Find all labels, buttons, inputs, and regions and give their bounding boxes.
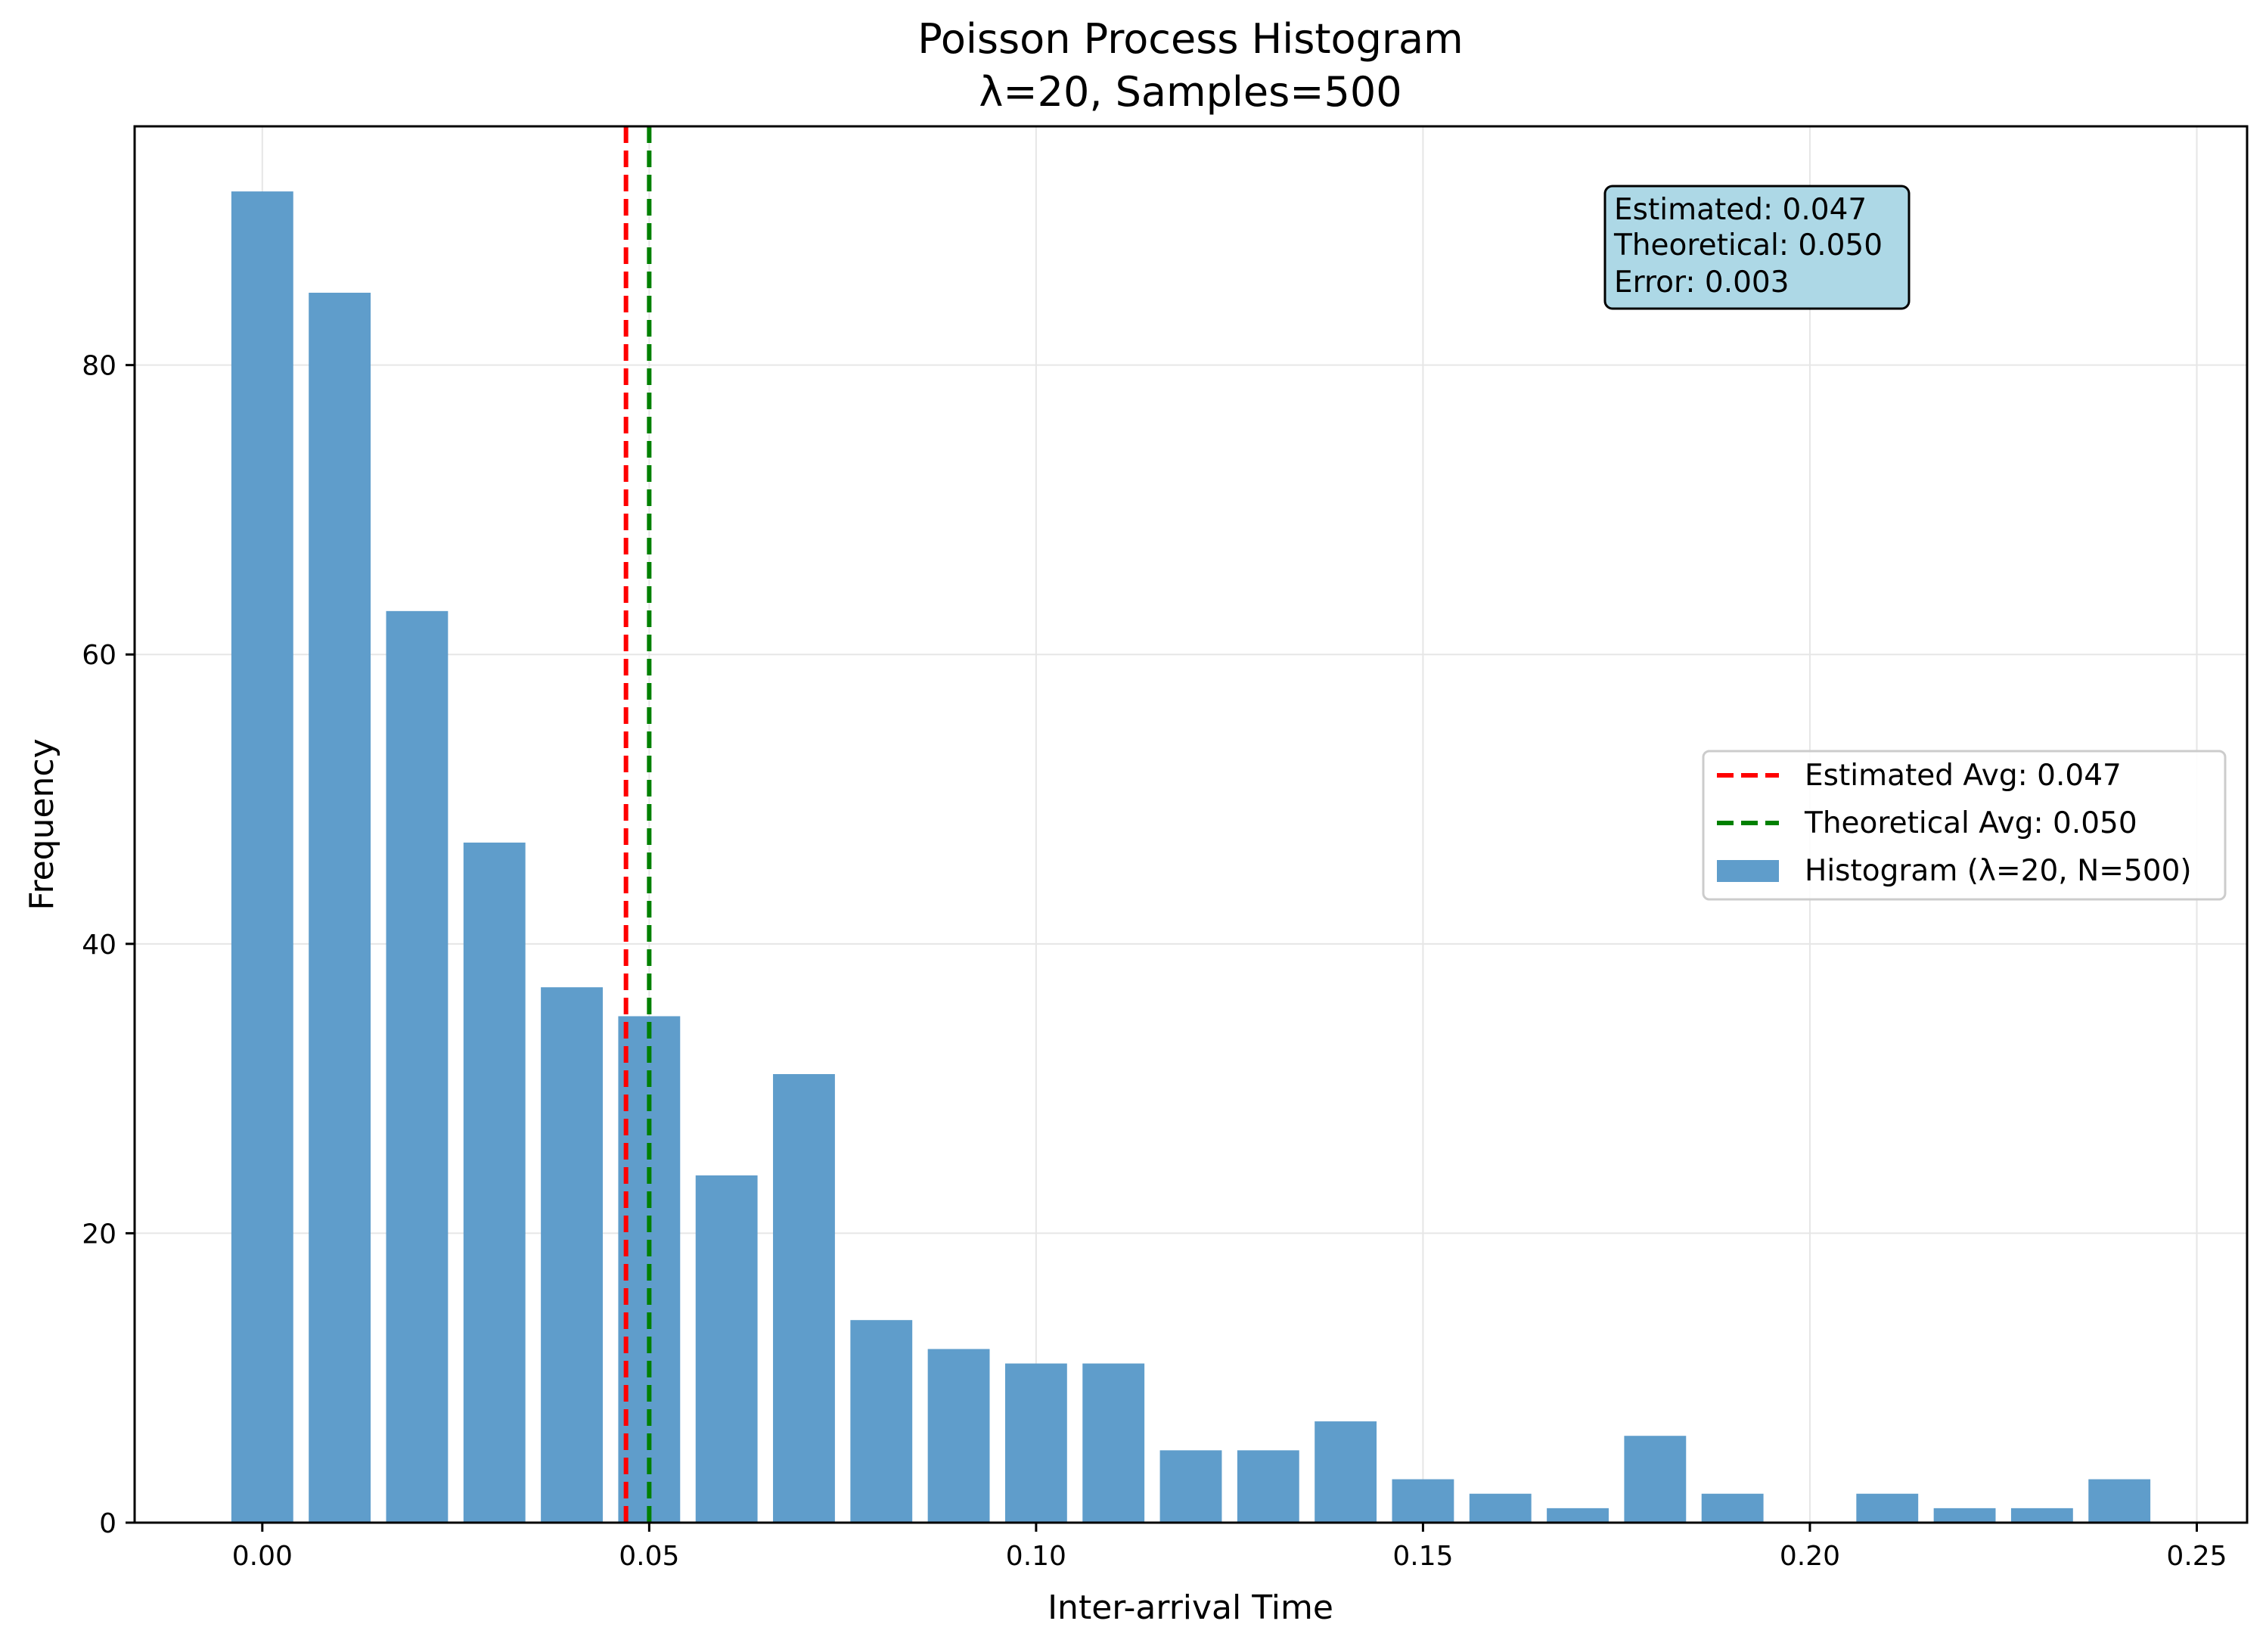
histogram-bar bbox=[773, 1073, 835, 1523]
annotation-box: Estimated: 0.047 Theoretical: 0.050 Erro… bbox=[1603, 185, 1911, 310]
histogram-bar bbox=[1469, 1493, 1532, 1523]
annotation-line-error: Error: 0.003 bbox=[1614, 266, 1790, 300]
legend-swatch-histogram bbox=[1717, 860, 1779, 882]
y-axis-label: Frequency bbox=[23, 738, 61, 910]
y-tick-label: 40 bbox=[82, 930, 116, 961]
histogram-bar bbox=[927, 1349, 990, 1523]
annotation-line-theoretical: Theoretical: 0.050 bbox=[1613, 228, 1883, 262]
histogram-bar bbox=[231, 191, 293, 1523]
legend-label-estimated: Estimated Avg: 0.047 bbox=[1805, 759, 2122, 793]
x-tick-label: 0.25 bbox=[2166, 1541, 2227, 1572]
legend-label-theoretical: Theoretical Avg: 0.050 bbox=[1804, 806, 2137, 840]
histogram-bar bbox=[1004, 1363, 1067, 1523]
histogram-bar bbox=[1547, 1508, 1609, 1523]
legend-label-histogram: Histogram (λ=20, N=500) bbox=[1805, 854, 2192, 888]
x-tick-label: 0.15 bbox=[1392, 1541, 1453, 1572]
histogram-bar bbox=[1701, 1493, 1764, 1523]
histogram-bar bbox=[1933, 1508, 1996, 1523]
histogram-bar bbox=[1624, 1436, 1687, 1523]
legend: Estimated Avg: 0.047 Theoretical Avg: 0.… bbox=[1702, 750, 2227, 901]
histogram-bar bbox=[1315, 1421, 1377, 1523]
y-tick-label: 20 bbox=[82, 1219, 116, 1250]
histogram-bar bbox=[463, 842, 526, 1523]
histogram-bar bbox=[541, 987, 603, 1523]
histogram-bar bbox=[1159, 1450, 1222, 1523]
histogram-bar bbox=[1082, 1363, 1145, 1523]
x-axis-label: Inter-arrival Time bbox=[1048, 1588, 1333, 1627]
average-lines bbox=[623, 126, 652, 1523]
x-axis-ticks: 0.00 0.05 0.10 0.15 0.20 0.25 bbox=[232, 1523, 2227, 1572]
histogram-bar bbox=[2010, 1508, 2073, 1523]
x-tick-label: 0.20 bbox=[1780, 1541, 1840, 1572]
y-axis-ticks: 0 20 40 60 80 bbox=[82, 351, 135, 1539]
histogram-bar bbox=[386, 610, 449, 1523]
histogram-bar bbox=[1856, 1493, 1919, 1523]
x-tick-label: 0.10 bbox=[1006, 1541, 1066, 1572]
chart-title: Poisson Process Histogram bbox=[917, 15, 1464, 63]
y-tick-label: 0 bbox=[99, 1508, 116, 1539]
histogram-bar bbox=[1392, 1479, 1454, 1523]
histogram-bar bbox=[309, 292, 371, 1523]
histogram-bar bbox=[850, 1320, 913, 1523]
histogram-bar bbox=[1237, 1450, 1299, 1523]
legend-frame bbox=[1702, 750, 2227, 901]
histogram-bar bbox=[2088, 1479, 2151, 1523]
histogram-bar bbox=[695, 1175, 758, 1523]
annotation-background bbox=[1603, 185, 1911, 310]
y-tick-label: 80 bbox=[82, 351, 116, 382]
plot-frame bbox=[133, 125, 2249, 1524]
annotation-line-estimated: Estimated: 0.047 bbox=[1614, 193, 1867, 227]
chart-subtitle: λ=20, Samples=500 bbox=[979, 68, 1402, 116]
x-tick-label: 0.05 bbox=[619, 1541, 679, 1572]
y-tick-label: 60 bbox=[82, 640, 116, 671]
x-tick-label: 0.00 bbox=[232, 1541, 293, 1572]
